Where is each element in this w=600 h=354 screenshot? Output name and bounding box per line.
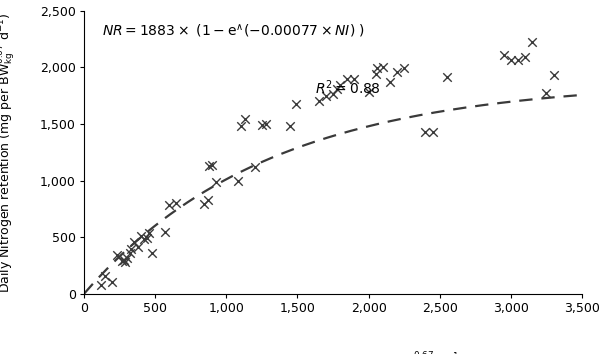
- Point: [112, 252, 122, 258]
- Point: [400, 65, 409, 71]
- Point: [343, 76, 352, 81]
- Point: [164, 202, 174, 208]
- Point: [101, 273, 110, 279]
- Point: [160, 229, 170, 234]
- Text: Daily Nitrogen retention (mg per BW$_{\mathregular{kg}}^{\mathregular{0.67}}$ d$: Daily Nitrogen retention (mg per BW$_{\m…: [0, 12, 18, 292]
- Point: [142, 235, 151, 241]
- Point: [129, 239, 139, 245]
- Text: Daily Nitrogen intake (mg per BW$_{\mathregular{kg}}^{\mathregular{0.67}}$ d$^{\: Daily Nitrogen intake (mg per BW$_{\math…: [202, 350, 464, 354]
- Point: [332, 86, 342, 92]
- Point: [172, 200, 181, 206]
- Point: [549, 72, 559, 78]
- Point: [428, 129, 437, 135]
- Point: [145, 230, 154, 235]
- Point: [125, 250, 134, 256]
- Point: [133, 245, 143, 250]
- Point: [421, 129, 430, 135]
- Point: [335, 82, 345, 88]
- Point: [212, 179, 221, 184]
- Point: [314, 98, 323, 104]
- Point: [506, 58, 515, 63]
- Point: [126, 246, 136, 251]
- Point: [520, 54, 530, 60]
- Point: [392, 69, 402, 75]
- Point: [385, 79, 395, 85]
- Point: [250, 164, 260, 170]
- Point: [121, 259, 130, 265]
- Point: [527, 40, 537, 45]
- Point: [199, 201, 208, 207]
- Point: [96, 282, 106, 287]
- Point: [373, 65, 382, 71]
- Point: [240, 116, 250, 122]
- Point: [205, 163, 214, 169]
- Point: [139, 236, 149, 242]
- Point: [328, 92, 338, 97]
- Point: [207, 162, 217, 167]
- Point: [122, 255, 131, 261]
- Point: [321, 93, 331, 98]
- Point: [118, 258, 127, 264]
- Point: [136, 233, 146, 239]
- Text: $\mathit{NR} = 1883\times\ (1-\mathrm{e}^{\wedge}(-0.00077\times \mathit{NI})\ ): $\mathit{NR} = 1883\times\ (1-\mathrm{e}…: [102, 22, 365, 39]
- Point: [203, 197, 212, 202]
- Point: [513, 58, 523, 63]
- Point: [350, 76, 359, 81]
- Point: [378, 64, 388, 70]
- Point: [291, 101, 301, 106]
- Point: [119, 257, 128, 263]
- Point: [442, 75, 452, 80]
- Point: [236, 123, 245, 129]
- Point: [148, 250, 157, 256]
- Point: [364, 89, 373, 95]
- Point: [542, 91, 551, 96]
- Point: [499, 52, 509, 58]
- Point: [371, 71, 380, 77]
- Point: [286, 123, 295, 129]
- Point: [257, 122, 266, 128]
- Point: [262, 121, 271, 127]
- Point: [107, 280, 117, 285]
- Text: $\mathit{R}^2 = 0.88$: $\mathit{R}^2 = 0.88$: [315, 79, 381, 97]
- Point: [233, 178, 242, 183]
